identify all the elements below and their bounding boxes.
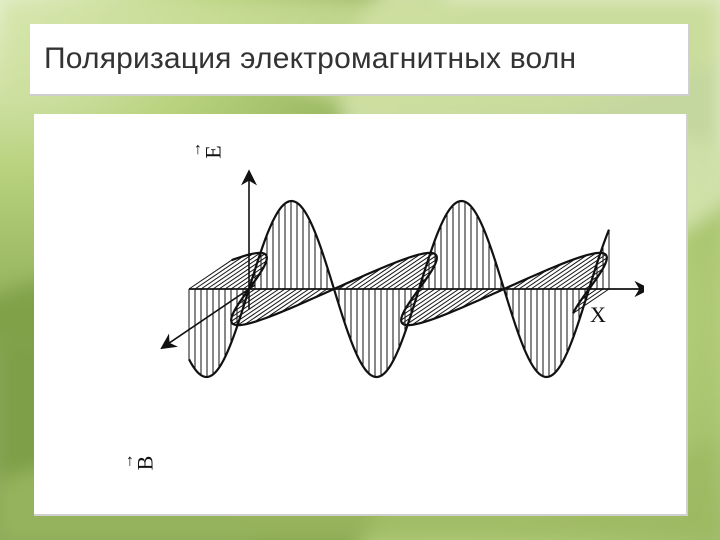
- slide: Поляризация электромагнитных волн →E →B …: [30, 24, 690, 516]
- title-bar: Поляризация электромагнитных волн: [30, 24, 690, 96]
- content-panel: →E →B X: [34, 114, 688, 516]
- em-wave-diagram: [84, 124, 644, 504]
- axis-label-e: →E: [201, 145, 227, 158]
- slide-title: Поляризация электромагнитных волн: [44, 42, 576, 76]
- axis-label-b: →B: [132, 456, 158, 471]
- axis-label-x: X: [590, 302, 606, 328]
